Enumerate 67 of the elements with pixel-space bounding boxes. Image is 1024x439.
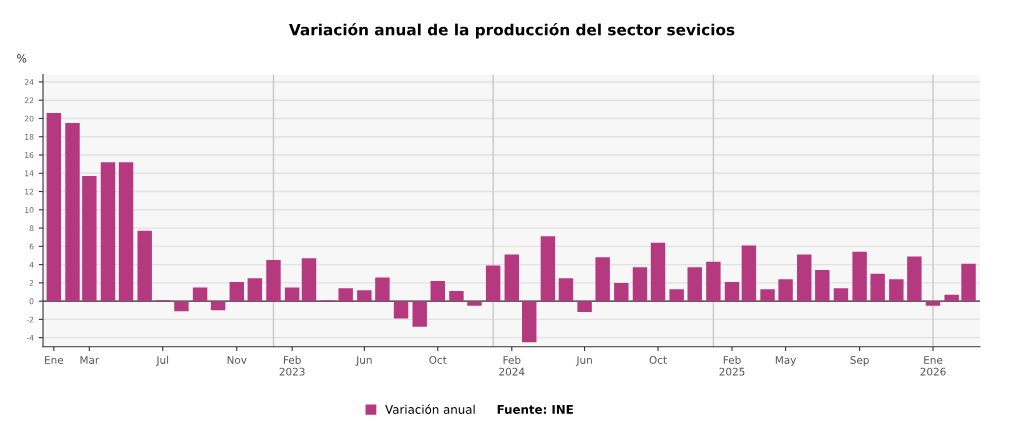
bar: [889, 279, 904, 302]
bar: [522, 301, 537, 343]
bar: [338, 288, 353, 302]
bar: [266, 260, 281, 302]
legend-label: Variación anual: [385, 404, 475, 414]
bar: [925, 301, 941, 306]
bar: [357, 290, 372, 302]
bar: [467, 301, 482, 306]
bar: [82, 176, 97, 302]
bar: [229, 281, 244, 302]
bar: [687, 267, 702, 302]
bar: [375, 277, 390, 302]
x-tick-label: Feb 2025: [719, 355, 745, 376]
bar: [284, 287, 300, 302]
bar: [137, 230, 152, 302]
bar: [210, 301, 226, 311]
bar: [485, 265, 501, 302]
x-tick-label: Oct: [649, 356, 667, 364]
y-axis-title: %: [17, 54, 27, 63]
bar: [669, 289, 684, 302]
bar: [760, 289, 775, 302]
bar: [504, 254, 520, 302]
x-tick-label: Nov: [227, 356, 247, 364]
bar: [247, 278, 263, 302]
bar: [741, 245, 757, 302]
bar: [174, 301, 189, 312]
bar: [301, 258, 317, 302]
bar: [852, 251, 867, 302]
x-tick-label: Feb 2024: [499, 355, 525, 376]
bar: [907, 256, 922, 302]
bar: [650, 242, 666, 302]
x-tick-label: Ene: [45, 356, 64, 364]
bar: [412, 301, 427, 327]
bar: [944, 294, 959, 302]
bar: [706, 261, 721, 302]
bar: [393, 301, 409, 319]
x-tick-label: Ene 2026: [920, 356, 946, 376]
x-tick-label: Feb 2023: [279, 355, 305, 376]
bar: [961, 263, 976, 302]
bar: [632, 267, 648, 302]
x-tick-label: Oct: [429, 356, 447, 364]
bar: [65, 123, 80, 302]
bar: [724, 281, 740, 302]
x-tick-label: Jun: [355, 356, 372, 366]
x-tick-label: Jul: [155, 355, 169, 366]
x-tick-label: May: [775, 356, 797, 366]
chart-title: Variación anual de la producción del sector sevicios: [289, 23, 735, 39]
bar: [46, 112, 62, 302]
bar: [449, 291, 464, 302]
x-tick-label: Jun: [575, 356, 592, 366]
bar: [118, 162, 134, 302]
bar: [430, 281, 445, 302]
x-tick-label: Mar: [80, 356, 100, 364]
source-note: Fuente: INE: [497, 405, 573, 414]
bar: [815, 270, 830, 302]
bar: [100, 162, 116, 302]
bar: [870, 273, 885, 302]
bar: [540, 236, 556, 302]
bar: [797, 254, 812, 302]
bar: [614, 282, 629, 302]
bar: [558, 278, 574, 302]
bar: [595, 257, 610, 302]
bar: [833, 288, 849, 302]
bar: [778, 279, 793, 302]
bar: [192, 287, 208, 302]
bar: [577, 301, 592, 313]
x-tick-label: Sep: [850, 356, 869, 366]
